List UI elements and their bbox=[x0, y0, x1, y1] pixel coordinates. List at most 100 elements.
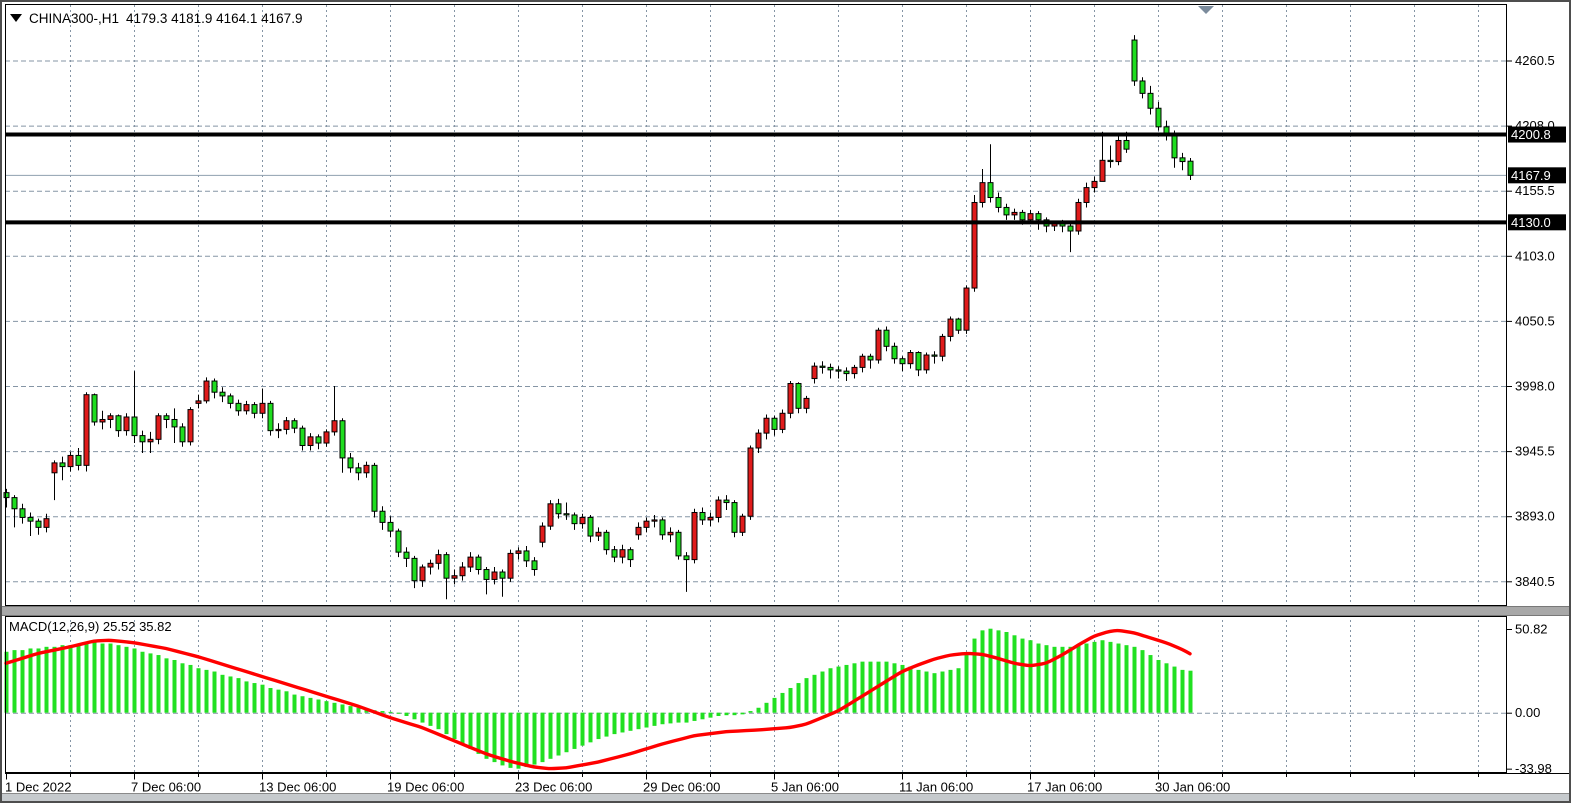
macd-bar bbox=[44, 646, 49, 713]
candle-body bbox=[187, 409, 194, 443]
candle-body bbox=[1107, 159, 1114, 163]
candle-body bbox=[531, 560, 538, 571]
macd-bar bbox=[596, 712, 601, 740]
price-axis[interactable]: 4260.54208.04155.54103.04050.53998.03945… bbox=[1507, 53, 1566, 589]
macd-tick-label: 50.82 bbox=[1515, 621, 1548, 636]
macd-bar bbox=[836, 666, 841, 713]
macd-bar bbox=[716, 712, 721, 716]
candle-body bbox=[115, 415, 122, 432]
macd-axis[interactable]: 50.82 0.00 -33.98 bbox=[1507, 621, 1552, 776]
macd-bar bbox=[284, 691, 289, 713]
pane-separator-bar[interactable] bbox=[2, 606, 1571, 616]
candle-body bbox=[251, 404, 258, 414]
candle-body bbox=[1099, 159, 1106, 182]
macd-bar bbox=[732, 712, 737, 716]
time-axis[interactable]: 1 Dec 2022 7 Dec 06:00 13 Dec 06:00 19 Dec … bbox=[5, 773, 1479, 795]
candle-body bbox=[323, 431, 330, 444]
chart-title-bar: CHINA300-,H1 4179.3 4181.9 4164.1 4167.9 bbox=[10, 9, 302, 27]
candle-body bbox=[595, 531, 602, 537]
macd-bar bbox=[548, 712, 553, 759]
candle-body bbox=[107, 415, 114, 420]
macd-pane-border bbox=[5, 616, 1507, 773]
macd-bar bbox=[404, 712, 409, 716]
candle-body bbox=[995, 197, 1002, 208]
time-label: 30 Jan 06:00 bbox=[1155, 780, 1230, 795]
macd-bar bbox=[756, 707, 761, 713]
candle-body bbox=[1075, 201, 1082, 232]
candle-body bbox=[371, 464, 378, 512]
candle-body bbox=[1131, 39, 1138, 82]
macd-bar bbox=[620, 712, 625, 733]
macd-bar bbox=[348, 706, 353, 713]
candle-body bbox=[979, 182, 986, 203]
macd-bar bbox=[412, 712, 417, 720]
price-tick-label: 3893.0 bbox=[1515, 509, 1555, 524]
candle-body bbox=[1115, 139, 1122, 163]
candle-body bbox=[1147, 92, 1154, 109]
candle-body bbox=[539, 525, 546, 543]
candle-body bbox=[859, 355, 866, 368]
symbol-dropdown-icon[interactable] bbox=[10, 14, 22, 22]
macd-bar bbox=[180, 663, 185, 713]
candle-body bbox=[387, 521, 394, 532]
macd-bar bbox=[1052, 646, 1057, 713]
macd-bar bbox=[532, 712, 537, 765]
macd-bar bbox=[932, 673, 937, 713]
candle-body bbox=[923, 354, 930, 371]
macd-bar bbox=[236, 678, 241, 713]
macd-bar bbox=[276, 689, 281, 713]
candle-body bbox=[675, 531, 682, 557]
macd-bar bbox=[340, 704, 345, 713]
candle-body bbox=[659, 519, 666, 536]
candle-body bbox=[723, 499, 730, 504]
horizontal-gridlines bbox=[5, 60, 1507, 714]
candle-body bbox=[75, 454, 82, 466]
candle-body bbox=[179, 426, 186, 443]
scroll-to-end-icon[interactable] bbox=[1198, 6, 1214, 14]
macd-bar bbox=[708, 712, 713, 718]
main-pane-border bbox=[5, 4, 1507, 606]
candle-body bbox=[915, 352, 922, 371]
time-label: 11 Jan 06:00 bbox=[899, 780, 973, 795]
macd-bar bbox=[436, 712, 441, 730]
macd-bar bbox=[1036, 643, 1041, 713]
macd-bar bbox=[796, 683, 801, 713]
candle-body bbox=[811, 365, 818, 380]
candle-body bbox=[699, 511, 706, 521]
candle-body bbox=[51, 462, 58, 474]
candle-body bbox=[563, 513, 570, 516]
macd-bar bbox=[604, 712, 609, 737]
macd-bar bbox=[1084, 643, 1089, 713]
candle-body bbox=[523, 550, 530, 562]
price-tag-label: 4167.9 bbox=[1511, 168, 1551, 183]
candlestick-series bbox=[3, 35, 1194, 600]
macd-bar bbox=[724, 712, 729, 716]
candle-body bbox=[43, 518, 50, 528]
candle-body bbox=[587, 516, 594, 537]
candle-body bbox=[939, 335, 946, 357]
candle-body bbox=[1139, 80, 1146, 94]
candle-body bbox=[547, 503, 554, 527]
macd-bar bbox=[324, 701, 329, 713]
candle-body bbox=[771, 417, 778, 430]
candle-body bbox=[491, 571, 498, 580]
macd-bar bbox=[4, 651, 9, 713]
macd-bar bbox=[428, 712, 433, 726]
macd-tick-label: 0.00 bbox=[1515, 705, 1540, 720]
candle-body bbox=[931, 354, 938, 357]
macd-bar bbox=[420, 712, 425, 723]
candle-body bbox=[1123, 139, 1130, 150]
candle-body bbox=[635, 526, 642, 536]
macd-bar bbox=[580, 712, 585, 746]
macd-bar bbox=[988, 628, 993, 713]
candle-body bbox=[267, 402, 274, 432]
macd-bar bbox=[692, 712, 697, 721]
candle-body bbox=[691, 511, 698, 561]
candle-body bbox=[835, 369, 842, 372]
candle-body bbox=[243, 404, 250, 412]
pane-separator[interactable] bbox=[2, 606, 1571, 616]
candle-body bbox=[731, 502, 738, 533]
macd-bar bbox=[1028, 640, 1033, 713]
macd-bar bbox=[980, 630, 985, 713]
candle-body bbox=[427, 562, 434, 568]
